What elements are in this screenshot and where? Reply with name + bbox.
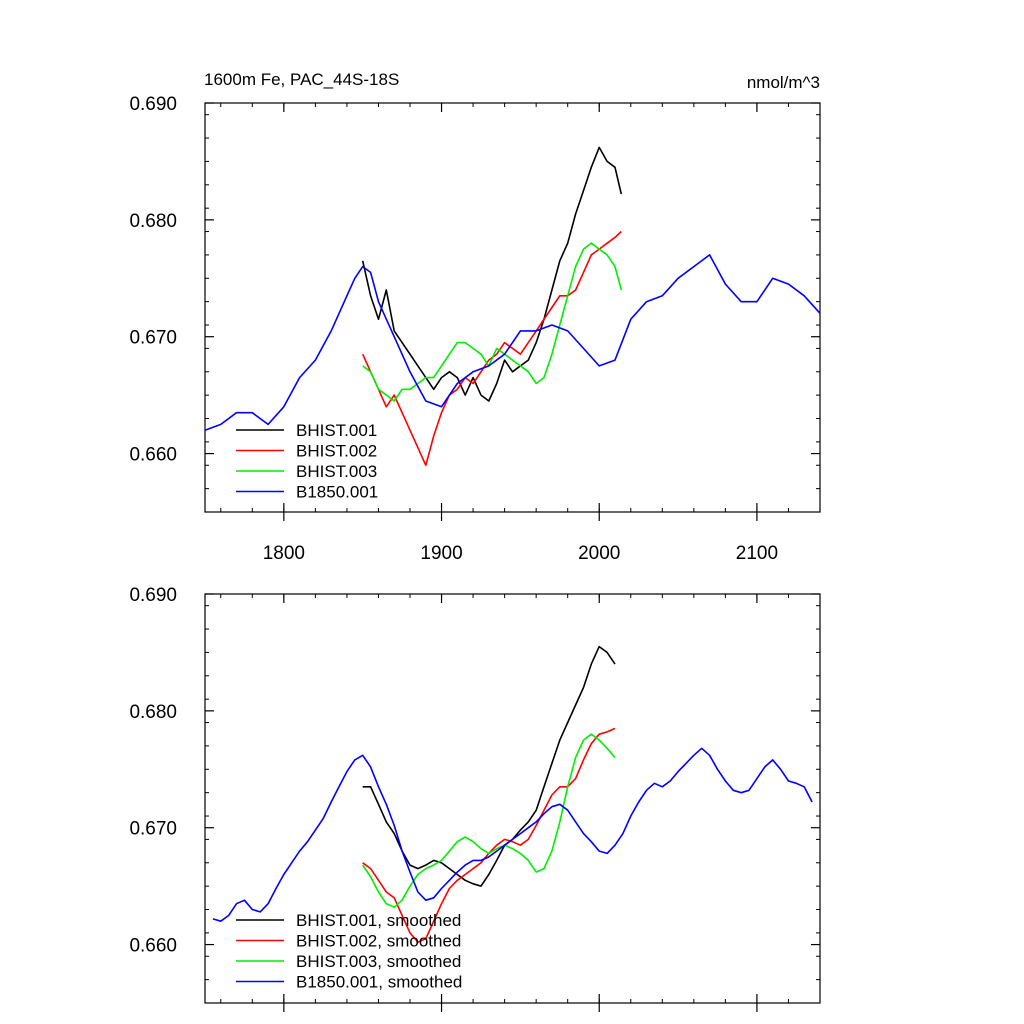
series-line-1: [361, 146, 623, 402]
legend-label: BHIST.001, smoothed: [296, 911, 461, 930]
y-tick-label: 0.670: [129, 328, 177, 349]
chart-title: 1600m Fe, PAC_44S-18S: [204, 70, 399, 89]
bottom-panel: 0.660 0.670 0.680 0.690 BHIST.001, smoothed B…: [129, 585, 821, 1012]
x-tick-label: 2000: [578, 543, 620, 564]
legend-label: BHIST.001: [296, 421, 377, 440]
y-tick-label: 0.670: [129, 819, 177, 840]
legend-label: B1850.001, smoothed: [296, 973, 462, 992]
y-tick-label: 0.660: [129, 445, 177, 466]
y-tick-label: 0.660: [129, 936, 177, 957]
x-tick-label: 1800: [263, 543, 305, 564]
series-line-4: [204, 254, 821, 431]
series-line-3: [362, 733, 616, 908]
x-tick-label: 1900: [420, 543, 462, 564]
plot-frame: [204, 593, 821, 1004]
top-panel: 0.660 0.670 0.680 0.690 1800 1900 2000 2100 BHIS…: [129, 94, 821, 564]
x-tick-label: 2100: [736, 543, 778, 564]
units-label: nmol/m^3: [747, 73, 820, 92]
series-line-1: [362, 645, 616, 887]
y-tick-label: 0.690: [129, 94, 177, 115]
legend-label: BHIST.003, smoothed: [296, 952, 461, 971]
series-line-4: [212, 747, 813, 922]
legend-label: BHIST.002, smoothed: [296, 932, 461, 951]
plot-frame: [204, 102, 821, 513]
legend-label: B1850.001: [296, 483, 378, 502]
y-tick-label: 0.680: [129, 702, 177, 723]
legend-label: BHIST.002: [296, 442, 377, 461]
y-tick-label: 0.680: [129, 211, 177, 232]
series-line-3: [362, 242, 623, 402]
legend-label: BHIST.003: [296, 462, 377, 481]
y-tick-label: 0.690: [129, 585, 177, 606]
